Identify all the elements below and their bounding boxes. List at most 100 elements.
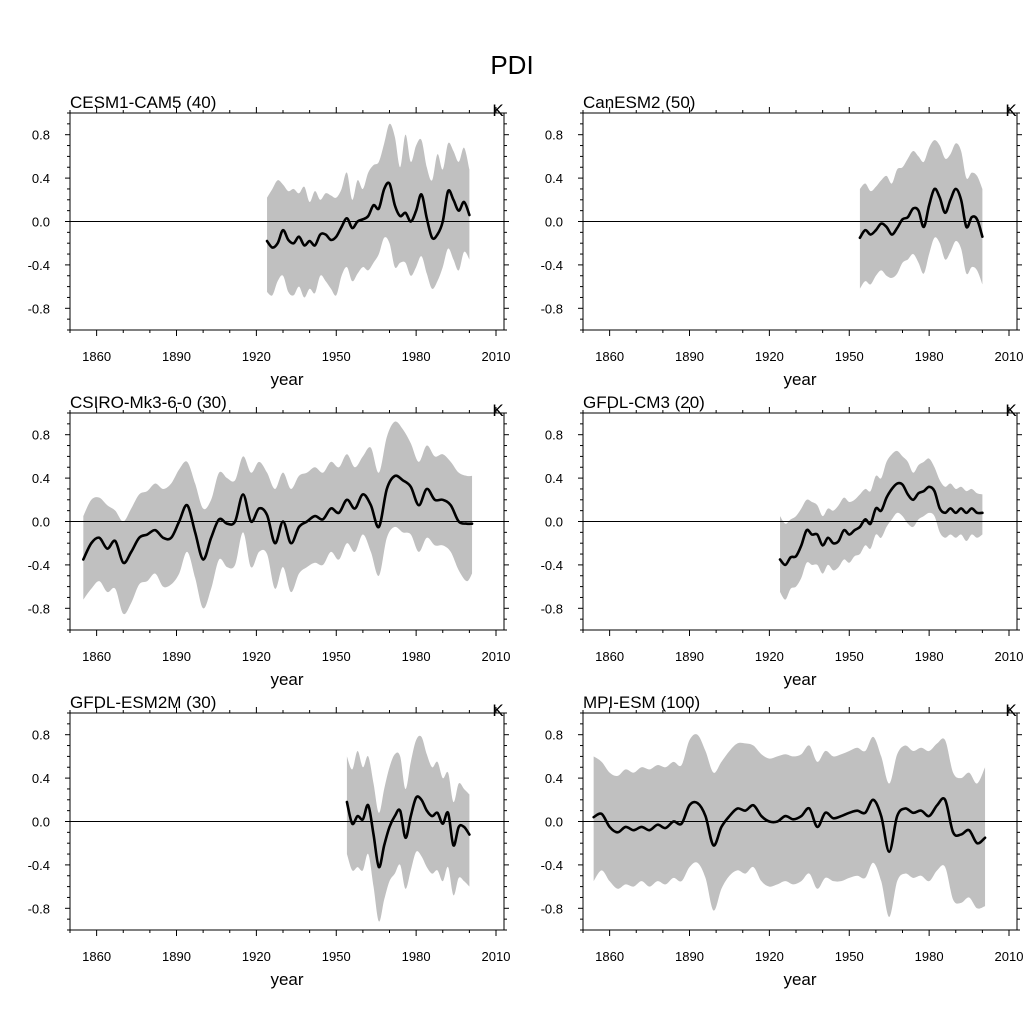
- y-tick-label: -0.4: [541, 858, 563, 873]
- x-tick-label: 1890: [162, 349, 191, 364]
- units-label: K: [1005, 401, 1017, 420]
- x-axis-label: year: [270, 670, 303, 689]
- y-tick-label: -0.8: [28, 301, 50, 316]
- y-tick-label: 0.8: [545, 728, 563, 743]
- x-tick-label: 2010: [482, 349, 511, 364]
- x-tick-label: 2010: [995, 649, 1024, 664]
- y-tick-label: -0.8: [541, 301, 563, 316]
- mean-line: [858, 187, 984, 240]
- y-tick-label: 0.0: [32, 215, 50, 230]
- y-tick-label: 0.4: [32, 471, 50, 486]
- y-tick-label: 0.4: [32, 171, 50, 186]
- x-axis-label: year: [270, 970, 303, 989]
- x-tick-label: 1950: [322, 349, 351, 364]
- chart-panel: -0.8 -0.4 0.0 0.4 0.8 1860 1890 1920 1950 1980 201…: [541, 393, 1024, 689]
- x-tick-label: 2010: [995, 949, 1024, 964]
- x-tick-label: 1950: [322, 949, 351, 964]
- x-axis-label: year: [783, 370, 816, 389]
- x-tick-label: 1890: [675, 949, 704, 964]
- panel-title: CanESM2 (50): [583, 93, 695, 112]
- x-tick-label: 1920: [242, 349, 271, 364]
- x-tick-label: 1950: [322, 649, 351, 664]
- x-tick-label: 1890: [162, 949, 191, 964]
- panel-title: CESM1-CAM5 (40): [70, 93, 216, 112]
- figure-title: PDI: [490, 50, 533, 80]
- chart-panel: -0.8 -0.4 0.0 0.4 0.8 1860 1890 1920 1950 1980 201…: [28, 393, 511, 689]
- spread-band: [83, 421, 473, 615]
- x-tick-label: 1920: [242, 949, 271, 964]
- y-tick-label: -0.8: [28, 901, 50, 916]
- panel-title: GFDL-ESM2M (30): [70, 693, 216, 712]
- y-tick-label: -0.8: [541, 901, 563, 916]
- chart-panel: -0.8 -0.4 0.0 0.4 0.8 1860 1890 1920 1950 1980 201…: [28, 693, 511, 989]
- spread-band: [267, 123, 470, 298]
- y-tick-label: 0.0: [32, 515, 50, 530]
- x-axis-label: year: [783, 670, 816, 689]
- spread-band: [593, 734, 986, 917]
- y-tick-label: 0.0: [545, 215, 563, 230]
- x-tick-label: 2010: [482, 949, 511, 964]
- x-tick-label: 1860: [82, 349, 111, 364]
- x-tick-label: 1890: [675, 349, 704, 364]
- x-tick-label: 1980: [402, 949, 431, 964]
- x-tick-label: 1980: [402, 349, 431, 364]
- y-tick-label: 0.8: [32, 728, 50, 743]
- mean-line: [592, 797, 987, 854]
- units-label: K: [1005, 101, 1017, 120]
- chart-panel: -0.8 -0.4 0.0 0.4 0.8 1860 1890 1920 1950 1980 201…: [541, 693, 1024, 989]
- x-tick-label: 1860: [82, 649, 111, 664]
- mean-line: [345, 795, 471, 869]
- x-tick-label: 1920: [755, 649, 784, 664]
- panel-title: CSIRO-Mk3-6-0 (30): [70, 393, 227, 412]
- mean-line: [265, 181, 471, 249]
- x-tick-label: 1860: [82, 949, 111, 964]
- x-tick-label: 1860: [595, 649, 624, 664]
- y-tick-label: 0.8: [545, 428, 563, 443]
- x-axis-label: year: [783, 970, 816, 989]
- x-tick-label: 1890: [162, 649, 191, 664]
- x-tick-label: 1980: [915, 649, 944, 664]
- y-tick-label: 0.0: [545, 515, 563, 530]
- x-tick-label: 1890: [675, 649, 704, 664]
- y-tick-label: 0.8: [32, 128, 50, 143]
- x-tick-label: 1980: [915, 349, 944, 364]
- x-tick-label: 1950: [835, 349, 864, 364]
- x-tick-label: 1860: [595, 949, 624, 964]
- y-tick-label: 0.0: [545, 815, 563, 830]
- x-tick-label: 1980: [915, 949, 944, 964]
- x-axis-label: year: [270, 370, 303, 389]
- panel-title: MPI-ESM (100): [583, 693, 700, 712]
- y-tick-label: 0.4: [545, 771, 563, 786]
- y-tick-label: -0.8: [28, 601, 50, 616]
- units-label: K: [1005, 701, 1017, 720]
- y-tick-label: 0.8: [545, 128, 563, 143]
- y-tick-label: 0.8: [32, 428, 50, 443]
- panel-title: GFDL-CM3 (20): [583, 393, 705, 412]
- units-label: K: [492, 101, 504, 120]
- x-tick-label: 1920: [755, 949, 784, 964]
- y-tick-label: -0.4: [541, 558, 563, 573]
- y-tick-label: 0.4: [32, 771, 50, 786]
- chart-panel: -0.8 -0.4 0.0 0.4 0.8 1860 1890 1920 1950 1980 201…: [541, 93, 1024, 389]
- mean-line: [82, 474, 474, 565]
- x-tick-label: 1980: [402, 649, 431, 664]
- x-tick-label: 1950: [835, 649, 864, 664]
- y-tick-label: -0.4: [28, 858, 50, 873]
- x-tick-label: 1920: [755, 349, 784, 364]
- x-tick-label: 1920: [242, 649, 271, 664]
- x-tick-label: 2010: [482, 649, 511, 664]
- spread-band: [859, 140, 983, 289]
- x-tick-label: 2010: [995, 349, 1024, 364]
- chart-panel: -0.8 -0.4 0.0 0.4 0.8 1860 1890 1920 1950 1980 201…: [28, 93, 511, 389]
- x-tick-label: 1950: [835, 949, 864, 964]
- panels-container: -0.8 -0.4 0.0 0.4 0.8 1860 1890 1920 1950 1980 201…: [28, 93, 1024, 989]
- y-tick-label: -0.4: [541, 258, 563, 273]
- units-label: K: [492, 701, 504, 720]
- mean-line: [778, 481, 984, 567]
- y-tick-label: 0.4: [545, 171, 563, 186]
- y-tick-label: -0.8: [541, 601, 563, 616]
- x-tick-label: 1860: [595, 349, 624, 364]
- y-tick-label: 0.4: [545, 471, 563, 486]
- y-tick-label: 0.0: [32, 815, 50, 830]
